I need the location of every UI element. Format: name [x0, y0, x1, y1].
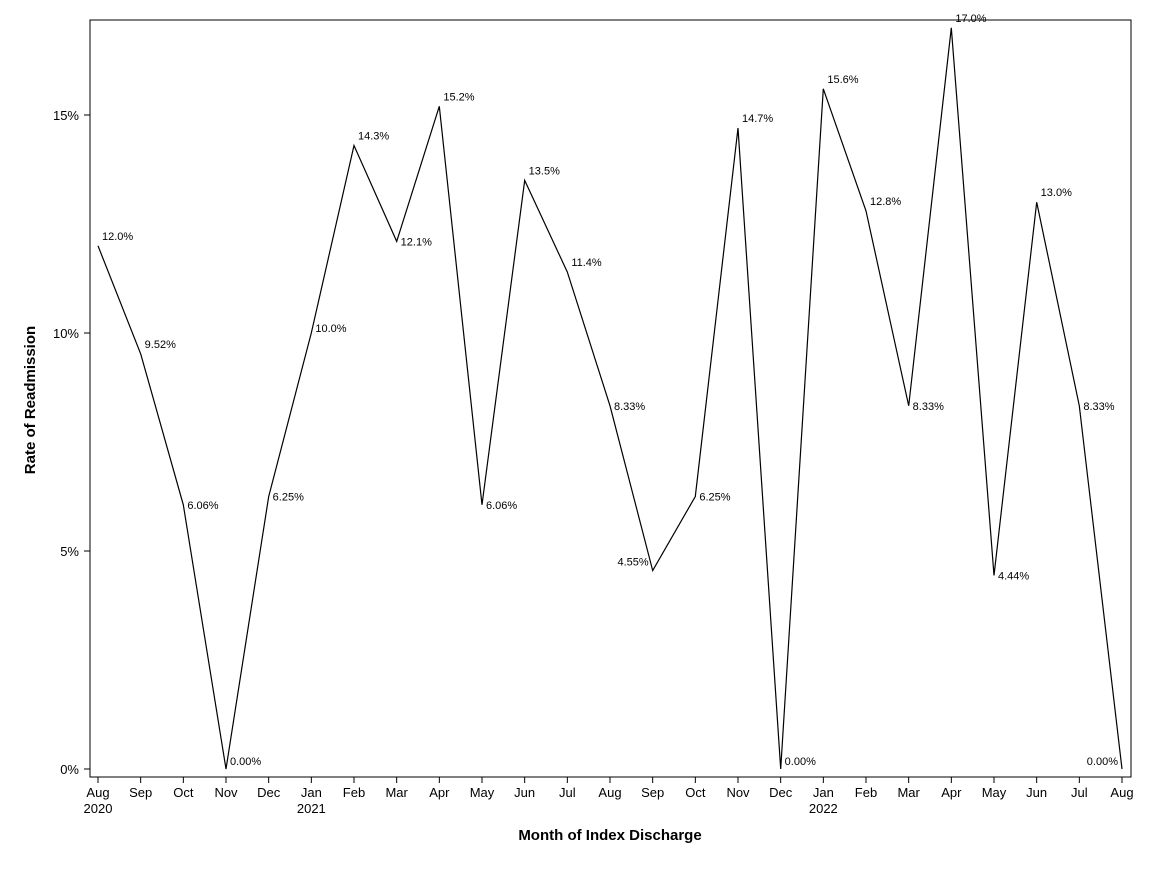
- x-tick-label: Oct: [685, 785, 706, 800]
- x-tick-label: May: [982, 785, 1007, 800]
- x-axis: Aug Sep Oct Nov Dec Jan Feb Mar Apr May Jun Jul Aug S…: [84, 777, 1134, 816]
- data-label: 15.2%: [443, 91, 474, 103]
- data-label: 17.0%: [955, 13, 986, 25]
- data-label: 9.52%: [145, 339, 176, 351]
- x-tick-label: Jun: [514, 785, 535, 800]
- x-year-label: 2020: [84, 801, 113, 816]
- data-label: 8.33%: [614, 401, 645, 413]
- data-label: 10.0%: [315, 323, 346, 335]
- plot-frame: [90, 20, 1131, 777]
- x-tick-label: Mar: [385, 785, 408, 800]
- x-tick-label: Mar: [897, 785, 920, 800]
- data-label: 4.55%: [617, 557, 648, 569]
- x-tick-label: Oct: [173, 785, 194, 800]
- x-tick-label: Apr: [429, 785, 450, 800]
- x-tick-label: Dec: [257, 785, 281, 800]
- x-tick-label: Jul: [559, 785, 576, 800]
- data-label: 14.3%: [358, 131, 389, 143]
- data-label: 8.33%: [1083, 401, 1114, 413]
- x-tick-label: Nov: [726, 785, 750, 800]
- y-tick-label: 5%: [60, 544, 79, 559]
- x-axis-title: Month of Index Discharge: [518, 827, 701, 844]
- data-label: 0.00%: [230, 756, 261, 768]
- x-tick-label: Apr: [941, 785, 962, 800]
- data-label: 8.33%: [913, 401, 944, 413]
- x-tick-label: Feb: [855, 785, 877, 800]
- x-tick-label: Jan: [301, 785, 322, 800]
- x-tick-label: Jun: [1026, 785, 1047, 800]
- data-label: 15.6%: [827, 74, 858, 86]
- x-tick-label: Sep: [641, 785, 664, 800]
- data-label: 0.00%: [785, 756, 816, 768]
- x-tick-label: Jul: [1071, 785, 1088, 800]
- data-label: 6.25%: [273, 492, 304, 504]
- x-year-label: 2022: [809, 801, 838, 816]
- data-label: 11.4%: [571, 257, 602, 269]
- y-tick-label: 15%: [53, 108, 79, 123]
- data-label: 4.44%: [998, 570, 1029, 582]
- x-tick-label: Nov: [214, 785, 238, 800]
- series-line: [98, 28, 1122, 769]
- y-axis: 0% 5% 10% 15%: [53, 108, 90, 777]
- data-label: 14.7%: [742, 113, 773, 125]
- data-label: 0.00%: [1087, 756, 1118, 768]
- data-labels: 12.0% 9.52% 6.06% 0.00% 6.25% 10.0% 14.3% 12.1%…: [98, 13, 1122, 769]
- data-label: 12.8%: [870, 196, 901, 208]
- data-label: 12.0%: [102, 231, 133, 243]
- x-tick-label: Aug: [598, 785, 621, 800]
- data-label: 12.1%: [401, 236, 432, 248]
- x-tick-label: Dec: [769, 785, 793, 800]
- x-tick-label: Jan: [813, 785, 834, 800]
- x-tick-label: Aug: [86, 785, 109, 800]
- y-tick-label: 0%: [60, 762, 79, 777]
- y-axis-title: Rate of Readmission: [22, 326, 39, 474]
- data-label: 6.06%: [187, 500, 218, 512]
- data-label: 6.06%: [486, 500, 517, 512]
- data-label: 13.0%: [1041, 187, 1072, 199]
- data-label: 6.25%: [699, 492, 730, 504]
- x-tick-label: Feb: [343, 785, 365, 800]
- x-tick-label: Aug: [1110, 785, 1133, 800]
- x-year-label: 2021: [297, 801, 326, 816]
- x-tick-label: May: [470, 785, 495, 800]
- data-label: 13.5%: [529, 165, 560, 177]
- x-tick-label: Sep: [129, 785, 152, 800]
- y-tick-label: 10%: [53, 326, 79, 341]
